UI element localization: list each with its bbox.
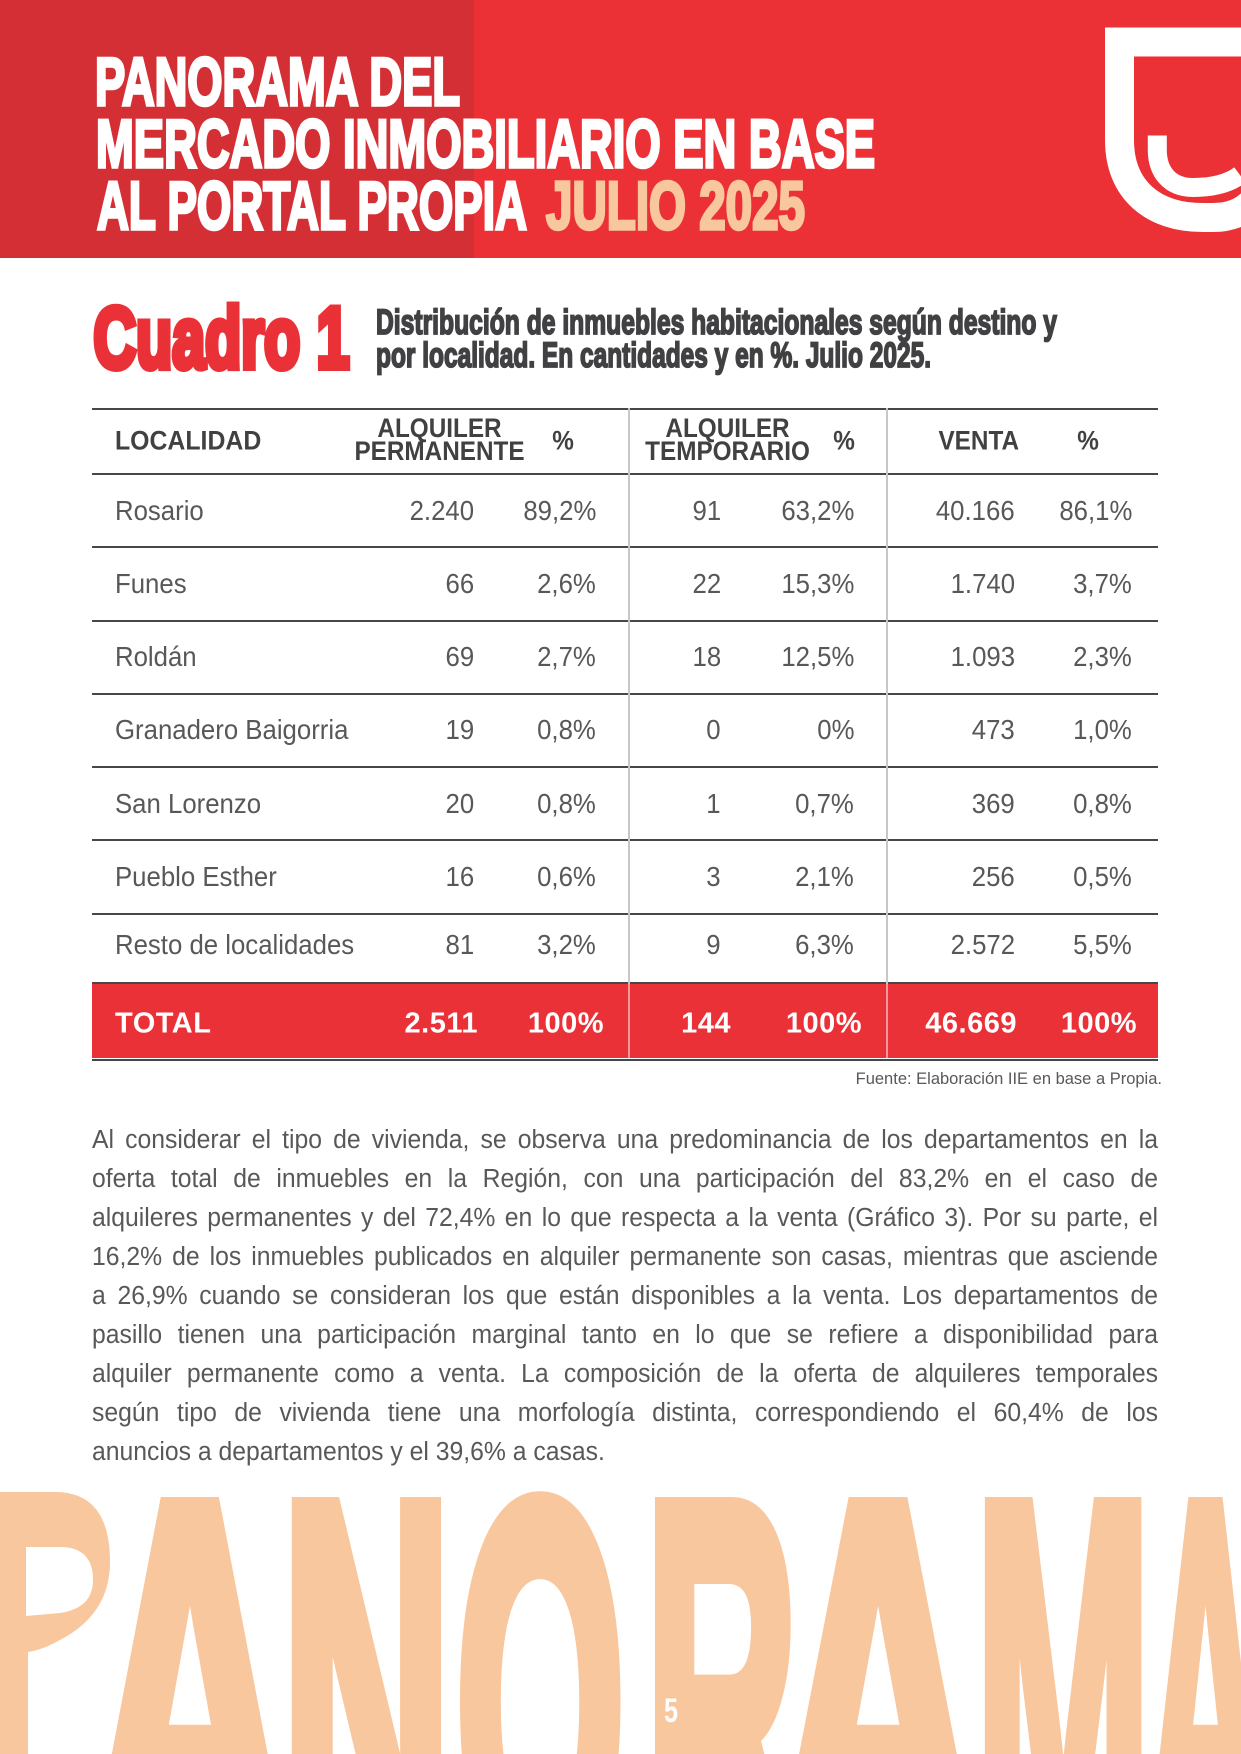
- svg-text:A: A: [771, 1420, 986, 1754]
- svg-text:O: O: [456, 1420, 625, 1754]
- svg-text:A: A: [84, 1420, 297, 1754]
- svg-text:A: A: [1143, 1420, 1241, 1754]
- svg-text:M: M: [974, 1420, 1151, 1754]
- svg-text:por localidad. En cantidades y: por localidad. En cantidades y en %. Jul…: [376, 336, 931, 375]
- svg-text:Cuadro 1: Cuadro 1: [94, 291, 350, 387]
- svg-text:R: R: [645, 1420, 797, 1754]
- svg-text:MERCADO INMOBILIARIO EN BASE: MERCADO INMOBILIARIO EN BASE: [96, 106, 875, 182]
- svg-text:PANORAMA DEL: PANORAMA DEL: [95, 44, 460, 120]
- svg-text:AL PORTAL PROPIA: AL PORTAL PROPIA: [97, 168, 527, 244]
- svg-text:Distribución de inmuebles habi: Distribución de inmuebles habitacionales…: [376, 303, 1057, 342]
- svg-text:JULIO 2025: JULIO 2025: [546, 168, 805, 244]
- svg-text:N: N: [281, 1420, 451, 1754]
- svg-text:5: 5: [664, 1692, 678, 1730]
